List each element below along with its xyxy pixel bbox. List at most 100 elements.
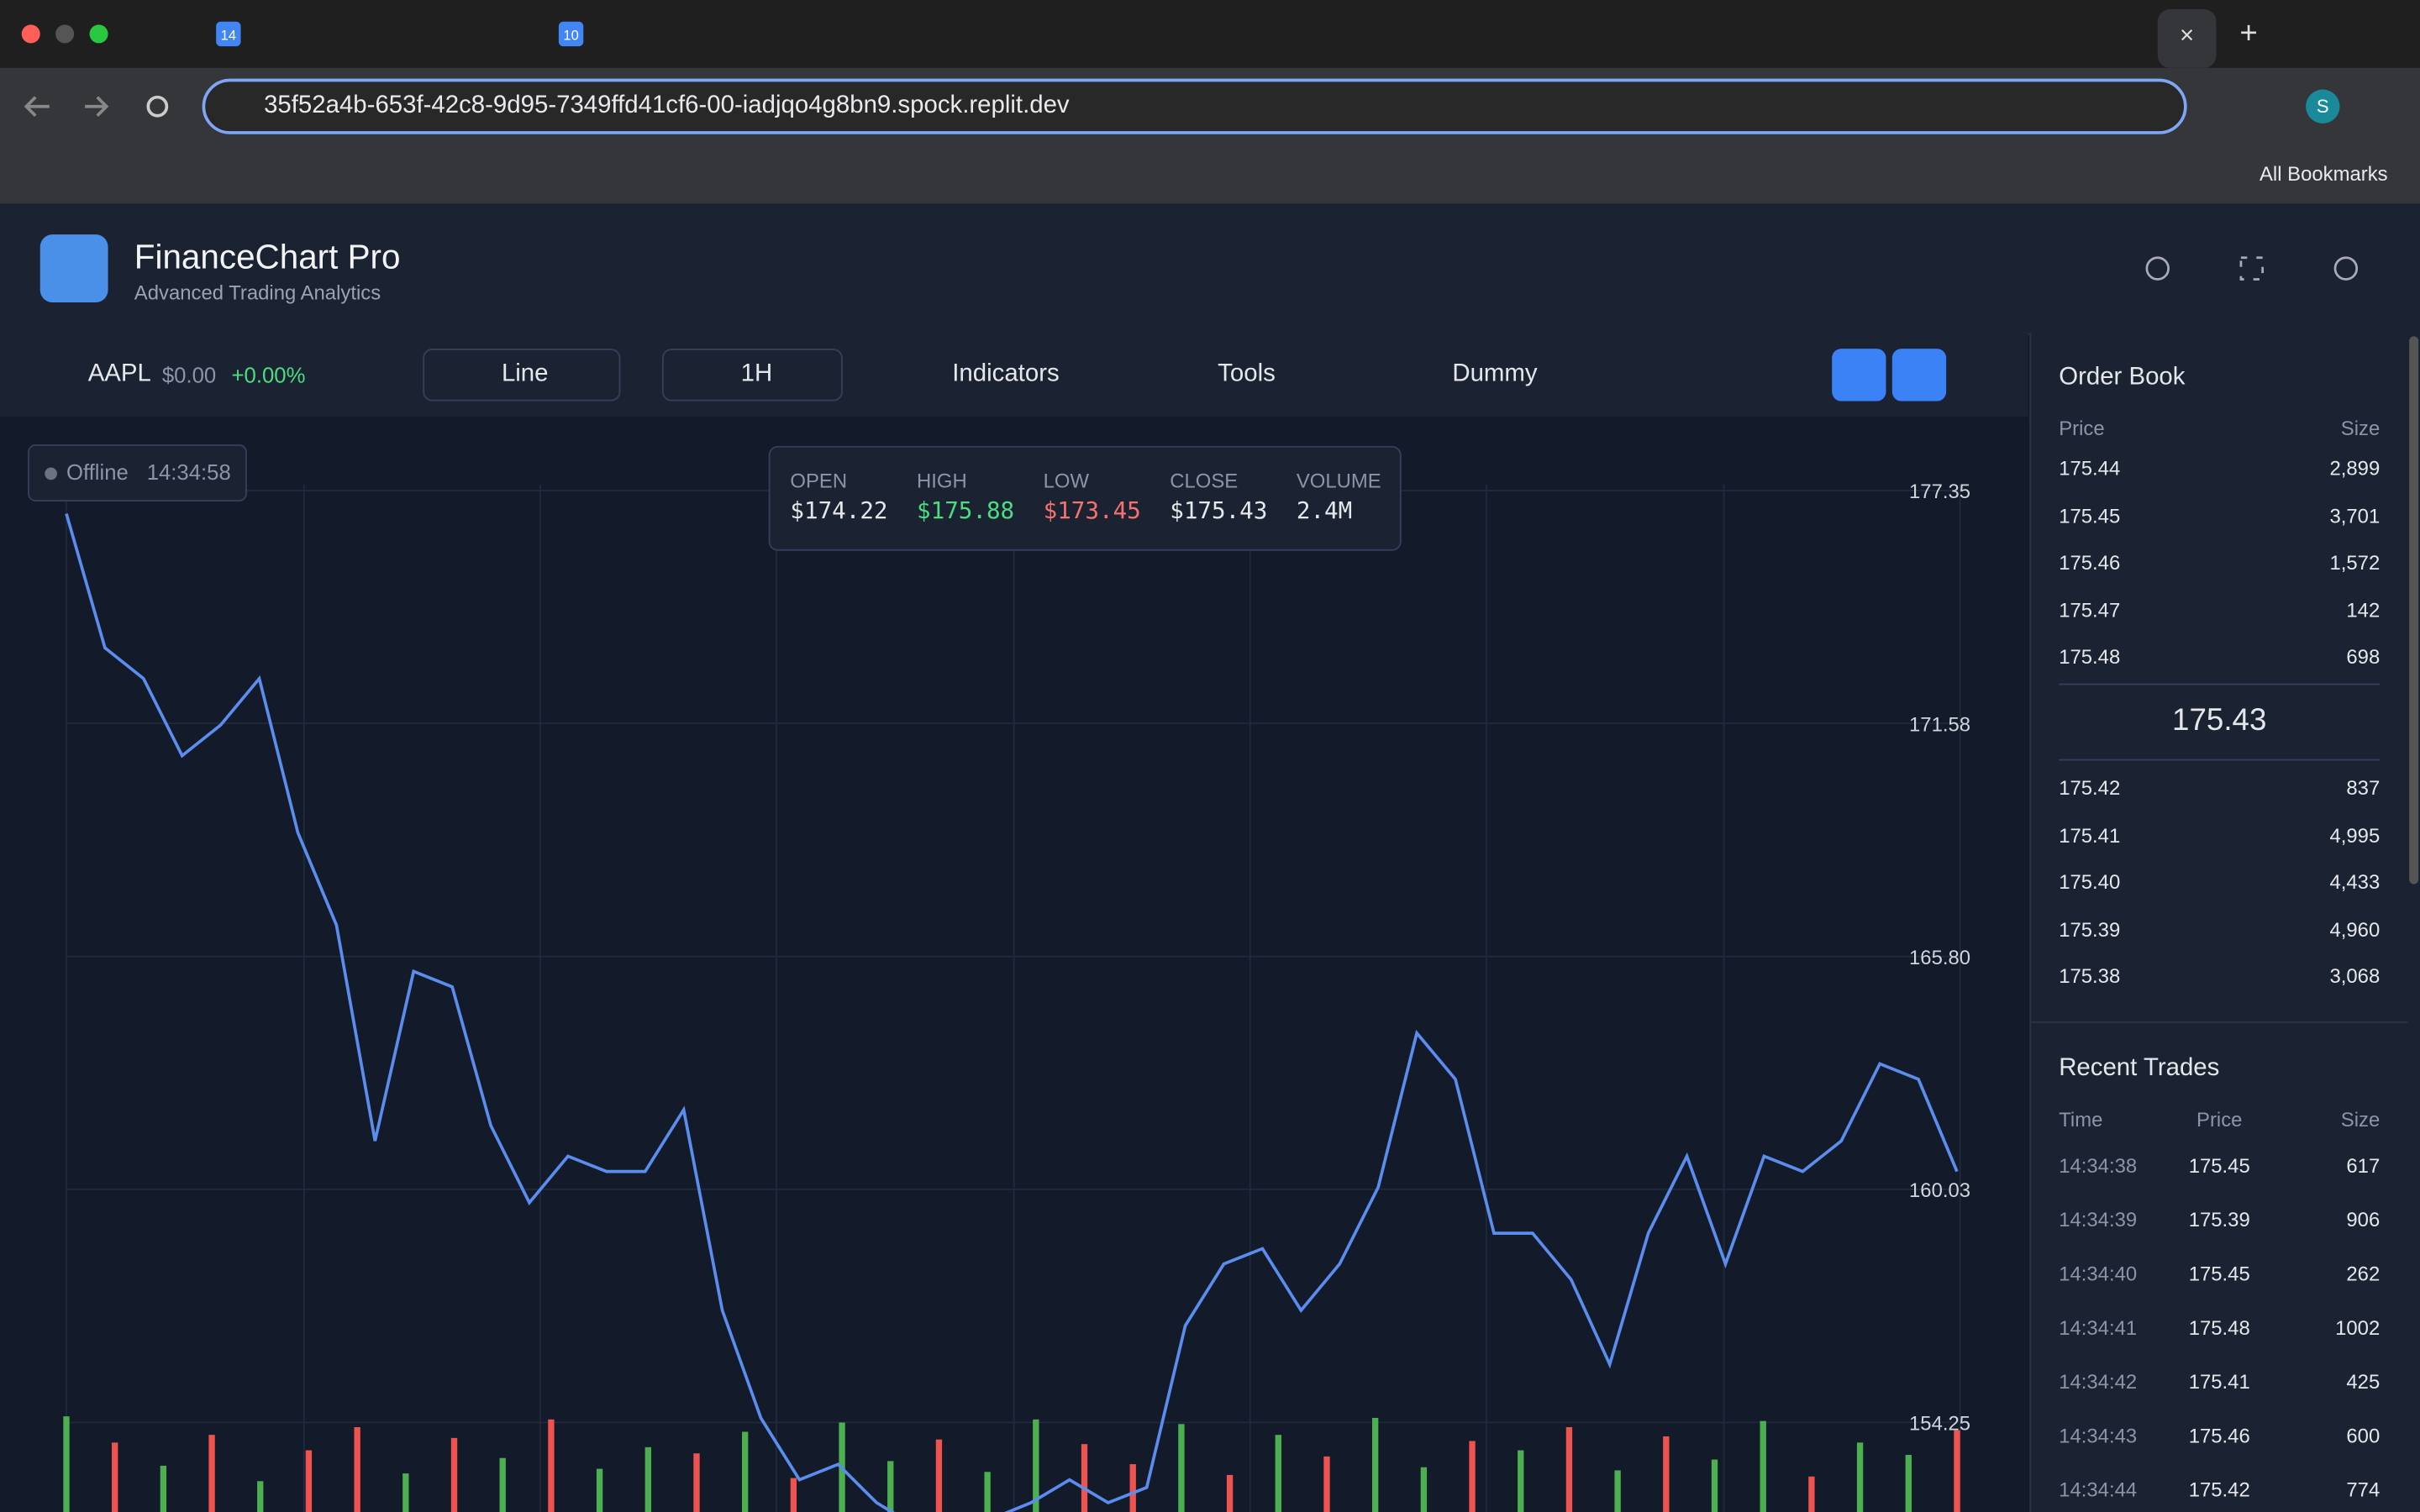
bid-cell: 175.40 <box>2059 869 2121 894</box>
mid-price: 175.43 <box>2172 703 2267 738</box>
volume-bar <box>1663 1436 1670 1512</box>
change: +0.00% <box>231 362 306 388</box>
bid-cell: 175.42 <box>2059 775 2121 800</box>
app-subtitle: Advanced Trading Analytics <box>134 281 381 304</box>
status-state: Offline <box>66 459 129 485</box>
ask-cell: 3,701 <box>2329 503 2381 528</box>
bid-cell: 4,433 <box>2329 869 2381 894</box>
volume-bar <box>596 1468 603 1512</box>
volume-bar <box>208 1435 215 1512</box>
ask-cell: 1,572 <box>2329 550 2381 575</box>
volume-bar <box>548 1419 555 1512</box>
bid-cell: 4,995 <box>2329 822 2381 847</box>
data-source[interactable]: Dummy <box>1452 360 1538 388</box>
volume-bar <box>887 1461 894 1512</box>
volume-bar <box>1129 1464 1136 1512</box>
volume-bar <box>1808 1476 1815 1512</box>
volume-bar <box>693 1453 700 1512</box>
volume-bar <box>1905 1455 1912 1512</box>
volume-bar <box>402 1473 409 1512</box>
y-tick-label: 154.25 <box>1909 1413 1970 1436</box>
trade-cell: 175.48 <box>2188 1315 2250 1340</box>
ohlc-value: $174.22 <box>790 496 888 525</box>
status-time: 14:34:58 <box>146 459 231 485</box>
bid-cell: 175.39 <box>2059 916 2121 941</box>
trade-cell: 14:34:44 <box>2059 1478 2138 1502</box>
volume-bar <box>1081 1444 1088 1512</box>
volume-bar <box>1226 1474 1234 1512</box>
trade-cell: 425 <box>2346 1370 2381 1394</box>
volume-bar <box>644 1446 651 1512</box>
bookmarks[interactable]: All Bookmarks <box>2259 161 2388 186</box>
trade-cell: 774 <box>2346 1478 2381 1502</box>
ask-cell: 175.45 <box>2059 503 2121 528</box>
volume-bar <box>1323 1456 1330 1512</box>
volume-bar <box>1371 1417 1379 1512</box>
trade-cell: 14:34:39 <box>2059 1208 2138 1231</box>
price-chart: 177.35 171.58 165.80 160.03 154.25 <box>0 416 2028 1512</box>
volume-bar <box>741 1431 749 1512</box>
panel-title: Recent Trades <box>2059 1055 2220 1082</box>
ask-cell: 698 <box>2346 644 2381 669</box>
indicators[interactable]: Indicators <box>952 360 1060 388</box>
chart-type[interactable]: Line <box>423 349 621 402</box>
tools[interactable]: Tools <box>1218 360 1276 388</box>
svg-text:+: + <box>2239 15 2257 50</box>
panel-title: Order Book <box>2059 364 2186 391</box>
volume-bar <box>354 1426 360 1512</box>
volume-bar <box>499 1457 506 1512</box>
volume-bar <box>984 1472 991 1512</box>
volume-bar <box>1469 1441 1476 1512</box>
volume-bar <box>1856 1442 1864 1512</box>
profile[interactable]: S <box>2306 89 2340 123</box>
crosshair-toggle[interactable] <box>1891 349 1947 402</box>
book-header: Size <box>2340 416 2381 440</box>
ask-cell: 175.48 <box>2059 644 2121 669</box>
price-line <box>65 512 1959 1512</box>
volume-bar <box>1420 1467 1428 1512</box>
y-tick-label: 177.35 <box>1909 480 1970 503</box>
ask-cell: 142 <box>2346 597 2381 622</box>
book-divider <box>2059 683 2381 761</box>
logo <box>39 234 108 303</box>
bid-cell: 175.41 <box>2059 822 2121 847</box>
side-panel: Order Book Recent Trades Price Size 175.44… <box>2029 333 2410 1512</box>
trade-header: Price <box>2196 1107 2243 1131</box>
app-header: FinanceChart Pro Advanced Trading Analyt… <box>0 203 2420 335</box>
header-actions[interactable] <box>2130 247 2377 293</box>
status: Offline 14:34:58 <box>28 444 247 501</box>
y-tick-label: 171.58 <box>1909 713 1970 736</box>
sound-toggle[interactable] <box>1832 349 1886 402</box>
ohlc-label: HIGH <box>917 469 967 492</box>
volume-bar <box>450 1437 458 1512</box>
ohlc-label: VOLUME <box>1296 469 1381 492</box>
trade-cell: 14:34:41 <box>2059 1315 2138 1340</box>
volume-bar <box>1033 1419 1039 1512</box>
url-bar[interactable]: 35f52a4b-653f-42c8-9d95-7349ffd41cf6-00-… <box>202 78 2187 134</box>
volume-bar <box>790 1478 797 1512</box>
price: $0.00 <box>161 362 217 388</box>
y-tick-label: 160.03 <box>1909 1179 1970 1202</box>
symbol[interactable]: AAPL <box>87 360 151 388</box>
trade-cell: 906 <box>2346 1208 2381 1231</box>
trade-cell: 175.42 <box>2188 1478 2250 1502</box>
bid-cell: 4,960 <box>2329 916 2381 941</box>
book-header: Price <box>2059 416 2105 440</box>
ohlc-value: 2.4M <box>1296 496 1353 525</box>
volume-bar <box>1760 1420 1766 1512</box>
tab-badge: 14 <box>221 28 236 44</box>
ohlc-label: OPEN <box>790 469 848 492</box>
volume-bar <box>257 1481 264 1512</box>
trade-cell: 617 <box>2346 1153 2381 1178</box>
tab-icons: 14 10 × + <box>21 9 2258 68</box>
nav-buttons[interactable] <box>0 68 201 147</box>
volume-bar <box>1518 1450 1524 1512</box>
trade-cell: 175.46 <box>2188 1424 2250 1447</box>
y-tick-label: 165.80 <box>1909 947 1970 969</box>
ohlc-panel: OPEN $174.22 HIGH $175.88 LOW $173.45 CLOSE $17… <box>768 445 1402 551</box>
trade-cell: 600 <box>2346 1424 2381 1447</box>
interval[interactable]: 1H <box>661 349 843 402</box>
volume-bar <box>1565 1426 1573 1512</box>
volume-bar <box>63 1416 70 1512</box>
app-title: FinanceChart Pro <box>134 237 401 276</box>
